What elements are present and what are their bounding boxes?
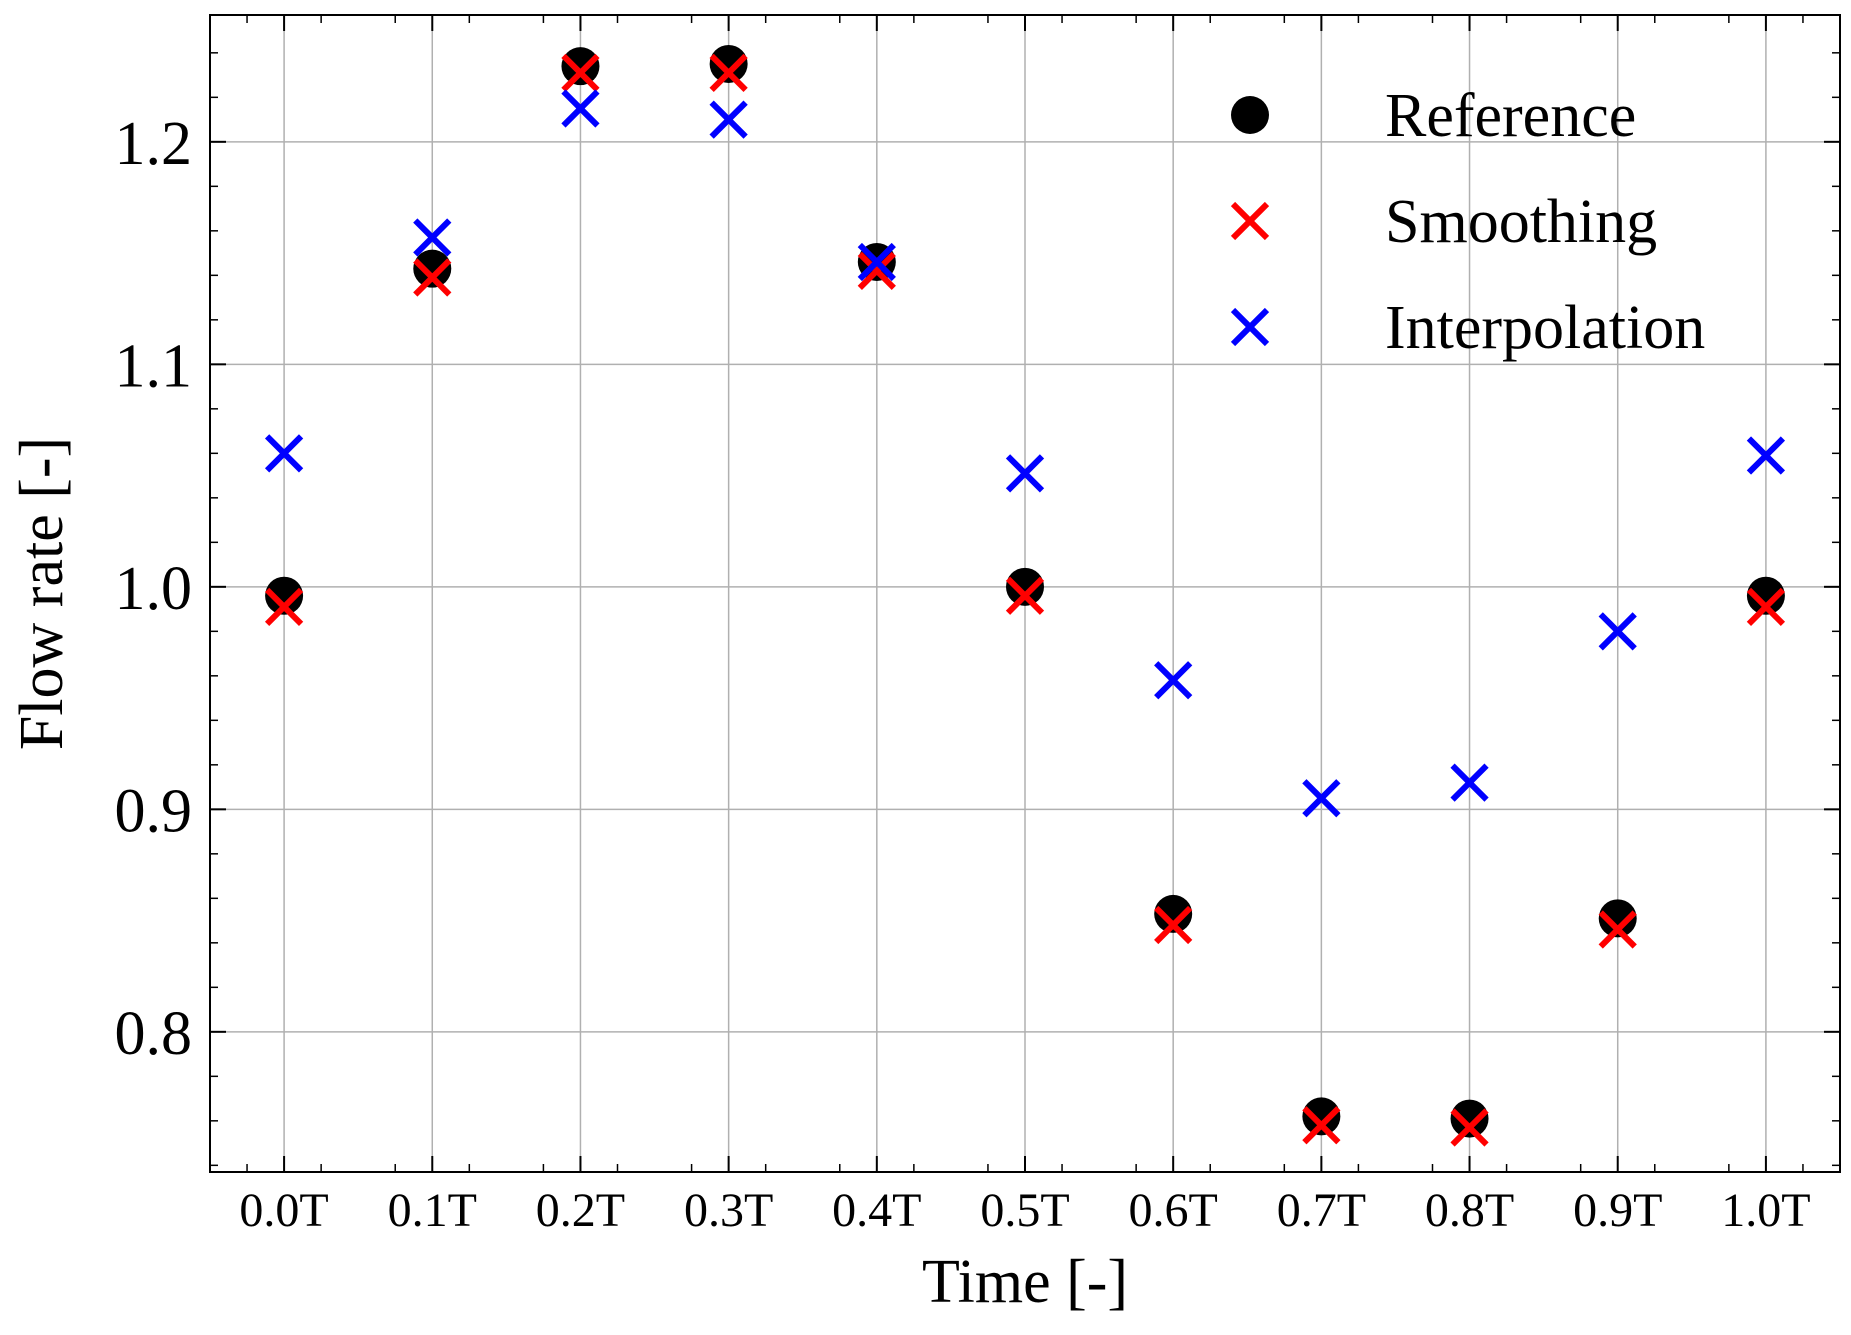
x-marker-stroke (1005, 454, 1045, 493)
series-interpolation (264, 89, 1786, 818)
data-point-interpolation (1154, 661, 1193, 700)
x-tick-label: 0.8T (1425, 1184, 1514, 1237)
x-marker-stroke (709, 100, 748, 139)
x-tick-label: 0.6T (1129, 1184, 1218, 1237)
x-marker-stroke (1154, 905, 1193, 945)
x-marker-stroke (1450, 1108, 1489, 1147)
data-point-smoothing (561, 53, 600, 92)
data-markers (264, 44, 1786, 1147)
data-point-interpolation (561, 89, 600, 128)
x-marker-stroke (1746, 436, 1786, 475)
data-point-interpolation (1598, 612, 1637, 651)
x-marker-stroke (1005, 576, 1045, 615)
y-tick-label: 1.1 (115, 332, 193, 400)
x-marker-stroke (1746, 587, 1786, 626)
x-marker-stroke (1598, 612, 1637, 651)
legend-marker-smoothing (1230, 201, 1270, 241)
y-tick-label: 0.8 (115, 1000, 193, 1068)
x-marker-stroke (709, 53, 748, 92)
x-marker-stroke (264, 434, 304, 473)
x-axis-label: Time [-] (922, 1248, 1128, 1316)
x-tick-label: 0.4T (832, 1184, 921, 1237)
y-tick-label: 0.9 (115, 777, 193, 845)
x-tick-label: 0.5T (980, 1184, 1069, 1237)
tick-labels: 0.0T 0.1T 0.2T 0.3T 0.4T 0.5T 0.6T 0.7T 0.8T 0.9T… (115, 110, 1811, 1237)
data-point-interpolation (413, 218, 452, 257)
x-marker-stroke (1230, 201, 1270, 241)
x-tick-label: 0.0T (239, 1184, 328, 1237)
data-point-smoothing (1450, 1108, 1489, 1147)
data-point-smoothing (1302, 1106, 1341, 1145)
data-point-interpolation (1302, 779, 1341, 818)
data-point-interpolation (1450, 763, 1489, 802)
x-tick-label: 1.0T (1721, 1184, 1810, 1237)
data-point-reference (1746, 576, 1785, 615)
x-marker-stroke (561, 53, 600, 92)
data-point-smoothing (264, 587, 304, 626)
x-marker-stroke (1302, 779, 1341, 818)
legend-label-interpolation: Interpolation (1385, 294, 1705, 362)
data-point-smoothing (1746, 587, 1786, 626)
y-tick-label: 1.0 (115, 555, 193, 623)
x-tick-label: 0.9T (1573, 1184, 1662, 1237)
x-tick-label: 0.7T (1277, 1184, 1366, 1237)
x-marker-stroke (413, 258, 452, 297)
data-point-reference (561, 47, 600, 86)
data-point-interpolation (1005, 454, 1045, 493)
data-point-interpolation (1746, 436, 1786, 475)
data-point-interpolation (857, 242, 896, 282)
data-point-interpolation (709, 100, 748, 139)
data-point-reference (1302, 1097, 1341, 1136)
x-marker-stroke (857, 242, 896, 282)
series-smoothing (264, 53, 1786, 1147)
legend-label-smoothing: Smoothing (1385, 188, 1657, 256)
y-axis-label: Flow rate [-] (8, 437, 76, 750)
x-marker-stroke (1450, 763, 1489, 802)
x-marker-stroke (1230, 307, 1270, 347)
x-marker-stroke (264, 587, 304, 626)
data-point-reference (413, 249, 452, 288)
data-point-reference (709, 44, 748, 83)
axis-ticks (210, 15, 1840, 1172)
data-point-reference (1006, 567, 1044, 606)
x-marker-stroke (561, 89, 600, 128)
data-point-reference (1598, 899, 1637, 938)
x-tick-label: 0.3T (684, 1184, 773, 1237)
x-tick-label: 0.2T (536, 1184, 625, 1237)
data-point-reference (1154, 894, 1193, 933)
x-marker-stroke (413, 218, 452, 257)
x-marker-stroke (1598, 910, 1637, 949)
y-tick-label: 1.2 (115, 110, 193, 178)
x-marker-stroke (1302, 1106, 1341, 1145)
data-point-smoothing (413, 258, 452, 297)
data-point-smoothing (857, 251, 896, 290)
legend: Reference Smoothing Interpolation (1230, 82, 1705, 362)
x-marker-stroke (1154, 661, 1193, 700)
data-point-smoothing (709, 53, 748, 92)
data-point-reference (265, 576, 304, 615)
data-point-interpolation (264, 434, 304, 473)
data-point-smoothing (1005, 576, 1045, 615)
legend-marker-reference (1231, 96, 1269, 134)
x-marker-stroke (857, 251, 896, 290)
data-point-smoothing (1154, 905, 1193, 945)
x-tick-label: 0.1T (388, 1184, 477, 1237)
legend-label-reference: Reference (1385, 82, 1636, 150)
legend-marker-interpolation (1230, 307, 1270, 347)
data-point-smoothing (1598, 910, 1637, 949)
data-point-reference (1450, 1099, 1489, 1138)
